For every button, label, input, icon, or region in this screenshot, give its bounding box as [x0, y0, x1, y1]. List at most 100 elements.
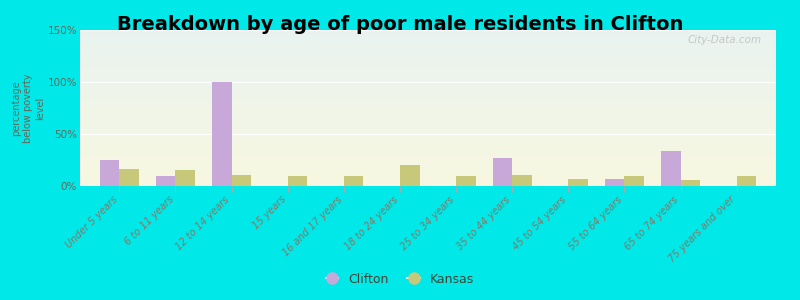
Bar: [212, 82, 231, 186]
Bar: [80, 67, 776, 68]
Bar: [80, 122, 776, 123]
Bar: [400, 165, 419, 186]
Bar: [80, 65, 776, 66]
Bar: [80, 31, 776, 32]
Bar: [80, 53, 776, 54]
Bar: [80, 75, 776, 76]
Bar: [80, 45, 776, 46]
Bar: [80, 118, 776, 119]
Bar: [80, 79, 776, 80]
Bar: [80, 178, 776, 179]
Bar: [80, 180, 776, 181]
Bar: [80, 151, 776, 152]
Bar: [80, 60, 776, 61]
Bar: [119, 169, 139, 186]
Bar: [80, 133, 776, 134]
Bar: [80, 123, 776, 124]
Bar: [681, 180, 700, 186]
Bar: [80, 108, 776, 109]
Bar: [80, 54, 776, 55]
Bar: [80, 59, 776, 60]
Bar: [80, 44, 776, 45]
Bar: [512, 175, 532, 186]
Text: Breakdown by age of poor male residents in Clifton: Breakdown by age of poor male residents …: [117, 15, 683, 34]
Bar: [80, 169, 776, 170]
Bar: [80, 94, 776, 95]
Bar: [80, 97, 776, 98]
Bar: [80, 156, 776, 157]
Bar: [80, 161, 776, 162]
Bar: [80, 73, 776, 74]
Bar: [80, 142, 776, 143]
Bar: [80, 140, 776, 141]
Bar: [80, 35, 776, 36]
Bar: [80, 58, 776, 59]
Bar: [80, 170, 776, 171]
Bar: [80, 166, 776, 167]
Bar: [80, 76, 776, 77]
Bar: [80, 141, 776, 142]
Bar: [80, 174, 776, 175]
Bar: [737, 176, 756, 186]
Bar: [80, 164, 776, 165]
Bar: [80, 107, 776, 108]
Bar: [80, 131, 776, 132]
Bar: [80, 136, 776, 137]
Bar: [80, 179, 776, 180]
Bar: [80, 69, 776, 70]
Bar: [80, 87, 776, 88]
Bar: [80, 81, 776, 82]
Y-axis label: percentage
below poverty
level: percentage below poverty level: [12, 73, 45, 143]
Bar: [80, 88, 776, 89]
Bar: [175, 170, 195, 186]
Bar: [80, 162, 776, 163]
Bar: [80, 41, 776, 42]
Bar: [80, 85, 776, 86]
Bar: [80, 72, 776, 73]
Bar: [80, 144, 776, 145]
Bar: [80, 86, 776, 87]
Bar: [80, 83, 776, 84]
Bar: [80, 147, 776, 148]
Bar: [80, 98, 776, 99]
Bar: [80, 132, 776, 133]
Bar: [80, 121, 776, 122]
Bar: [80, 80, 776, 81]
Bar: [80, 138, 776, 139]
Bar: [80, 100, 776, 101]
Bar: [80, 168, 776, 169]
Bar: [80, 115, 776, 116]
Bar: [80, 103, 776, 104]
Bar: [80, 102, 776, 103]
Bar: [80, 46, 776, 47]
Bar: [156, 176, 175, 186]
Bar: [80, 96, 776, 97]
Bar: [80, 95, 776, 96]
Bar: [80, 32, 776, 33]
Bar: [80, 153, 776, 154]
Bar: [80, 129, 776, 130]
Bar: [80, 61, 776, 62]
Bar: [80, 117, 776, 118]
Bar: [80, 62, 776, 63]
Bar: [80, 157, 776, 158]
Bar: [80, 177, 776, 178]
Bar: [80, 101, 776, 102]
Bar: [80, 181, 776, 182]
Bar: [80, 56, 776, 57]
Bar: [80, 50, 776, 51]
Bar: [80, 125, 776, 126]
Bar: [80, 183, 776, 184]
Bar: [231, 175, 251, 186]
Bar: [80, 55, 776, 56]
Bar: [80, 77, 776, 78]
Bar: [80, 48, 776, 49]
Bar: [80, 33, 776, 34]
Bar: [80, 134, 776, 135]
Bar: [80, 159, 776, 160]
Bar: [80, 126, 776, 127]
Bar: [80, 70, 776, 71]
Bar: [80, 172, 776, 173]
Bar: [80, 57, 776, 58]
Bar: [80, 92, 776, 93]
